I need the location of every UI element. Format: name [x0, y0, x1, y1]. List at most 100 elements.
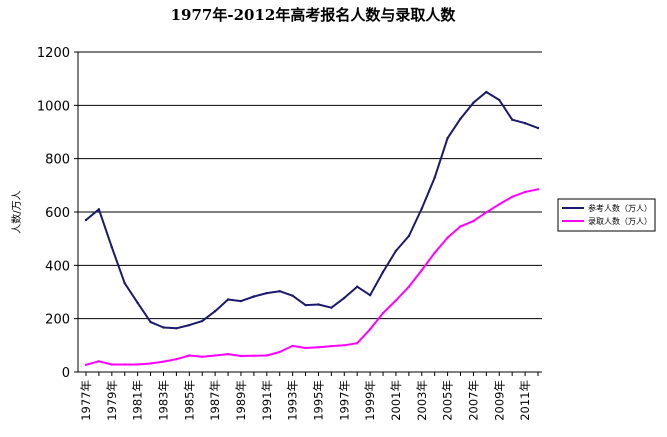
- series-lines: [84, 90, 540, 366]
- data-point: [330, 306, 333, 309]
- x-axis-ticks: 1977年 1979年 1981年 1983年 1985年 1987年 1989年 1991年…: [79, 372, 539, 421]
- data-point: [343, 296, 346, 300]
- data-point: [136, 301, 139, 305]
- x-tick-label: 1995年: [311, 380, 325, 421]
- series-line-2: [85, 188, 539, 366]
- data-point: [330, 344, 333, 348]
- x-tick-label: 1987年: [208, 380, 222, 421]
- x-tick-label: 1979年: [105, 380, 119, 421]
- data-point: [265, 291, 268, 295]
- data-point: [304, 303, 307, 307]
- x-tick-label: 1977年: [79, 380, 93, 421]
- data-point: [485, 211, 488, 214]
- data-point: [110, 363, 114, 366]
- y-tick-label: 200: [45, 313, 70, 328]
- data-point: [239, 299, 243, 303]
- data-point: [84, 218, 88, 222]
- data-point: [291, 344, 294, 348]
- data-point: [472, 219, 475, 223]
- data-point: [252, 354, 256, 357]
- data-point: [213, 310, 217, 313]
- legend-box: [557, 198, 656, 232]
- data-point: [381, 311, 385, 315]
- data-point: [407, 285, 411, 288]
- data-point: [317, 346, 320, 349]
- legend: 参考人数（万人） 录取人数（万人）: [557, 198, 656, 232]
- data-point: [110, 246, 114, 249]
- data-point: [356, 285, 359, 288]
- y-tick-label: 600: [45, 206, 70, 221]
- data-point: [420, 268, 423, 272]
- data-point: [291, 294, 294, 297]
- data-point: [149, 362, 152, 365]
- data-point: [536, 188, 540, 191]
- data-point: [97, 360, 101, 363]
- data-point: [201, 355, 204, 358]
- data-point: [201, 319, 204, 323]
- x-tick-label: 1981年: [131, 380, 145, 421]
- data-point: [459, 117, 462, 120]
- data-point: [278, 350, 281, 354]
- data-point: [175, 327, 178, 330]
- data-point: [239, 354, 243, 358]
- data-point: [498, 203, 501, 206]
- data-point: [278, 290, 281, 293]
- data-point: [523, 190, 527, 194]
- data-point: [407, 234, 411, 238]
- data-point: [446, 236, 449, 239]
- data-point: [459, 225, 462, 228]
- data-point: [356, 342, 359, 345]
- data-point: [123, 363, 126, 366]
- data-point: [536, 126, 540, 130]
- legend-label-1: 参考人数（万人）: [588, 203, 652, 213]
- y-tick-label: 0: [62, 366, 70, 381]
- data-point: [343, 344, 346, 347]
- data-point: [523, 122, 527, 125]
- data-point: [213, 354, 217, 357]
- data-point: [252, 295, 256, 298]
- data-point: [97, 208, 101, 211]
- data-point: [511, 195, 514, 198]
- data-point: [472, 101, 475, 104]
- data-point: [381, 270, 385, 274]
- data-point: [511, 118, 514, 121]
- x-tick-label: 2001年: [389, 380, 403, 421]
- data-point: [433, 251, 436, 254]
- data-point: [368, 294, 372, 297]
- y-tick-label: 1000: [37, 99, 70, 114]
- y-tick-label: 400: [45, 259, 70, 274]
- data-point: [123, 282, 126, 285]
- y-axis-ticks: 0 200 400 600 800 1000 1200: [37, 46, 78, 381]
- data-point: [226, 352, 230, 356]
- data-point: [188, 354, 191, 357]
- y-tick-label: 800: [45, 153, 70, 168]
- x-tick-label: 1991年: [260, 380, 274, 421]
- x-tick-label: 1983年: [156, 380, 170, 421]
- data-point: [394, 299, 398, 302]
- data-point: [149, 320, 152, 324]
- x-tick-label: 1997年: [337, 380, 351, 421]
- gridlines: [78, 51, 542, 320]
- data-point: [188, 323, 191, 327]
- x-tick-label: 2009年: [492, 380, 506, 421]
- chart-title: 1977年-2012年高考报名人数与录取人数: [171, 6, 457, 24]
- data-point: [446, 136, 449, 140]
- data-point: [485, 90, 488, 94]
- y-axis-label: 人数/万人: [10, 190, 23, 233]
- data-point: [162, 326, 165, 329]
- data-point: [162, 360, 165, 363]
- x-tick-label: 1993年: [286, 380, 300, 421]
- data-point: [136, 363, 139, 366]
- x-tick-label: 1989年: [234, 380, 248, 421]
- data-point: [304, 346, 307, 350]
- data-point: [498, 98, 501, 102]
- data-point: [420, 207, 423, 210]
- x-tick-label: 1999年: [363, 380, 377, 421]
- data-point: [394, 249, 398, 253]
- data-point: [433, 176, 436, 179]
- legend-label-2: 录取人数（万人）: [588, 216, 652, 226]
- x-tick-label: 2007年: [466, 380, 480, 421]
- x-tick-label: 2011年: [518, 380, 532, 421]
- data-point: [175, 358, 178, 361]
